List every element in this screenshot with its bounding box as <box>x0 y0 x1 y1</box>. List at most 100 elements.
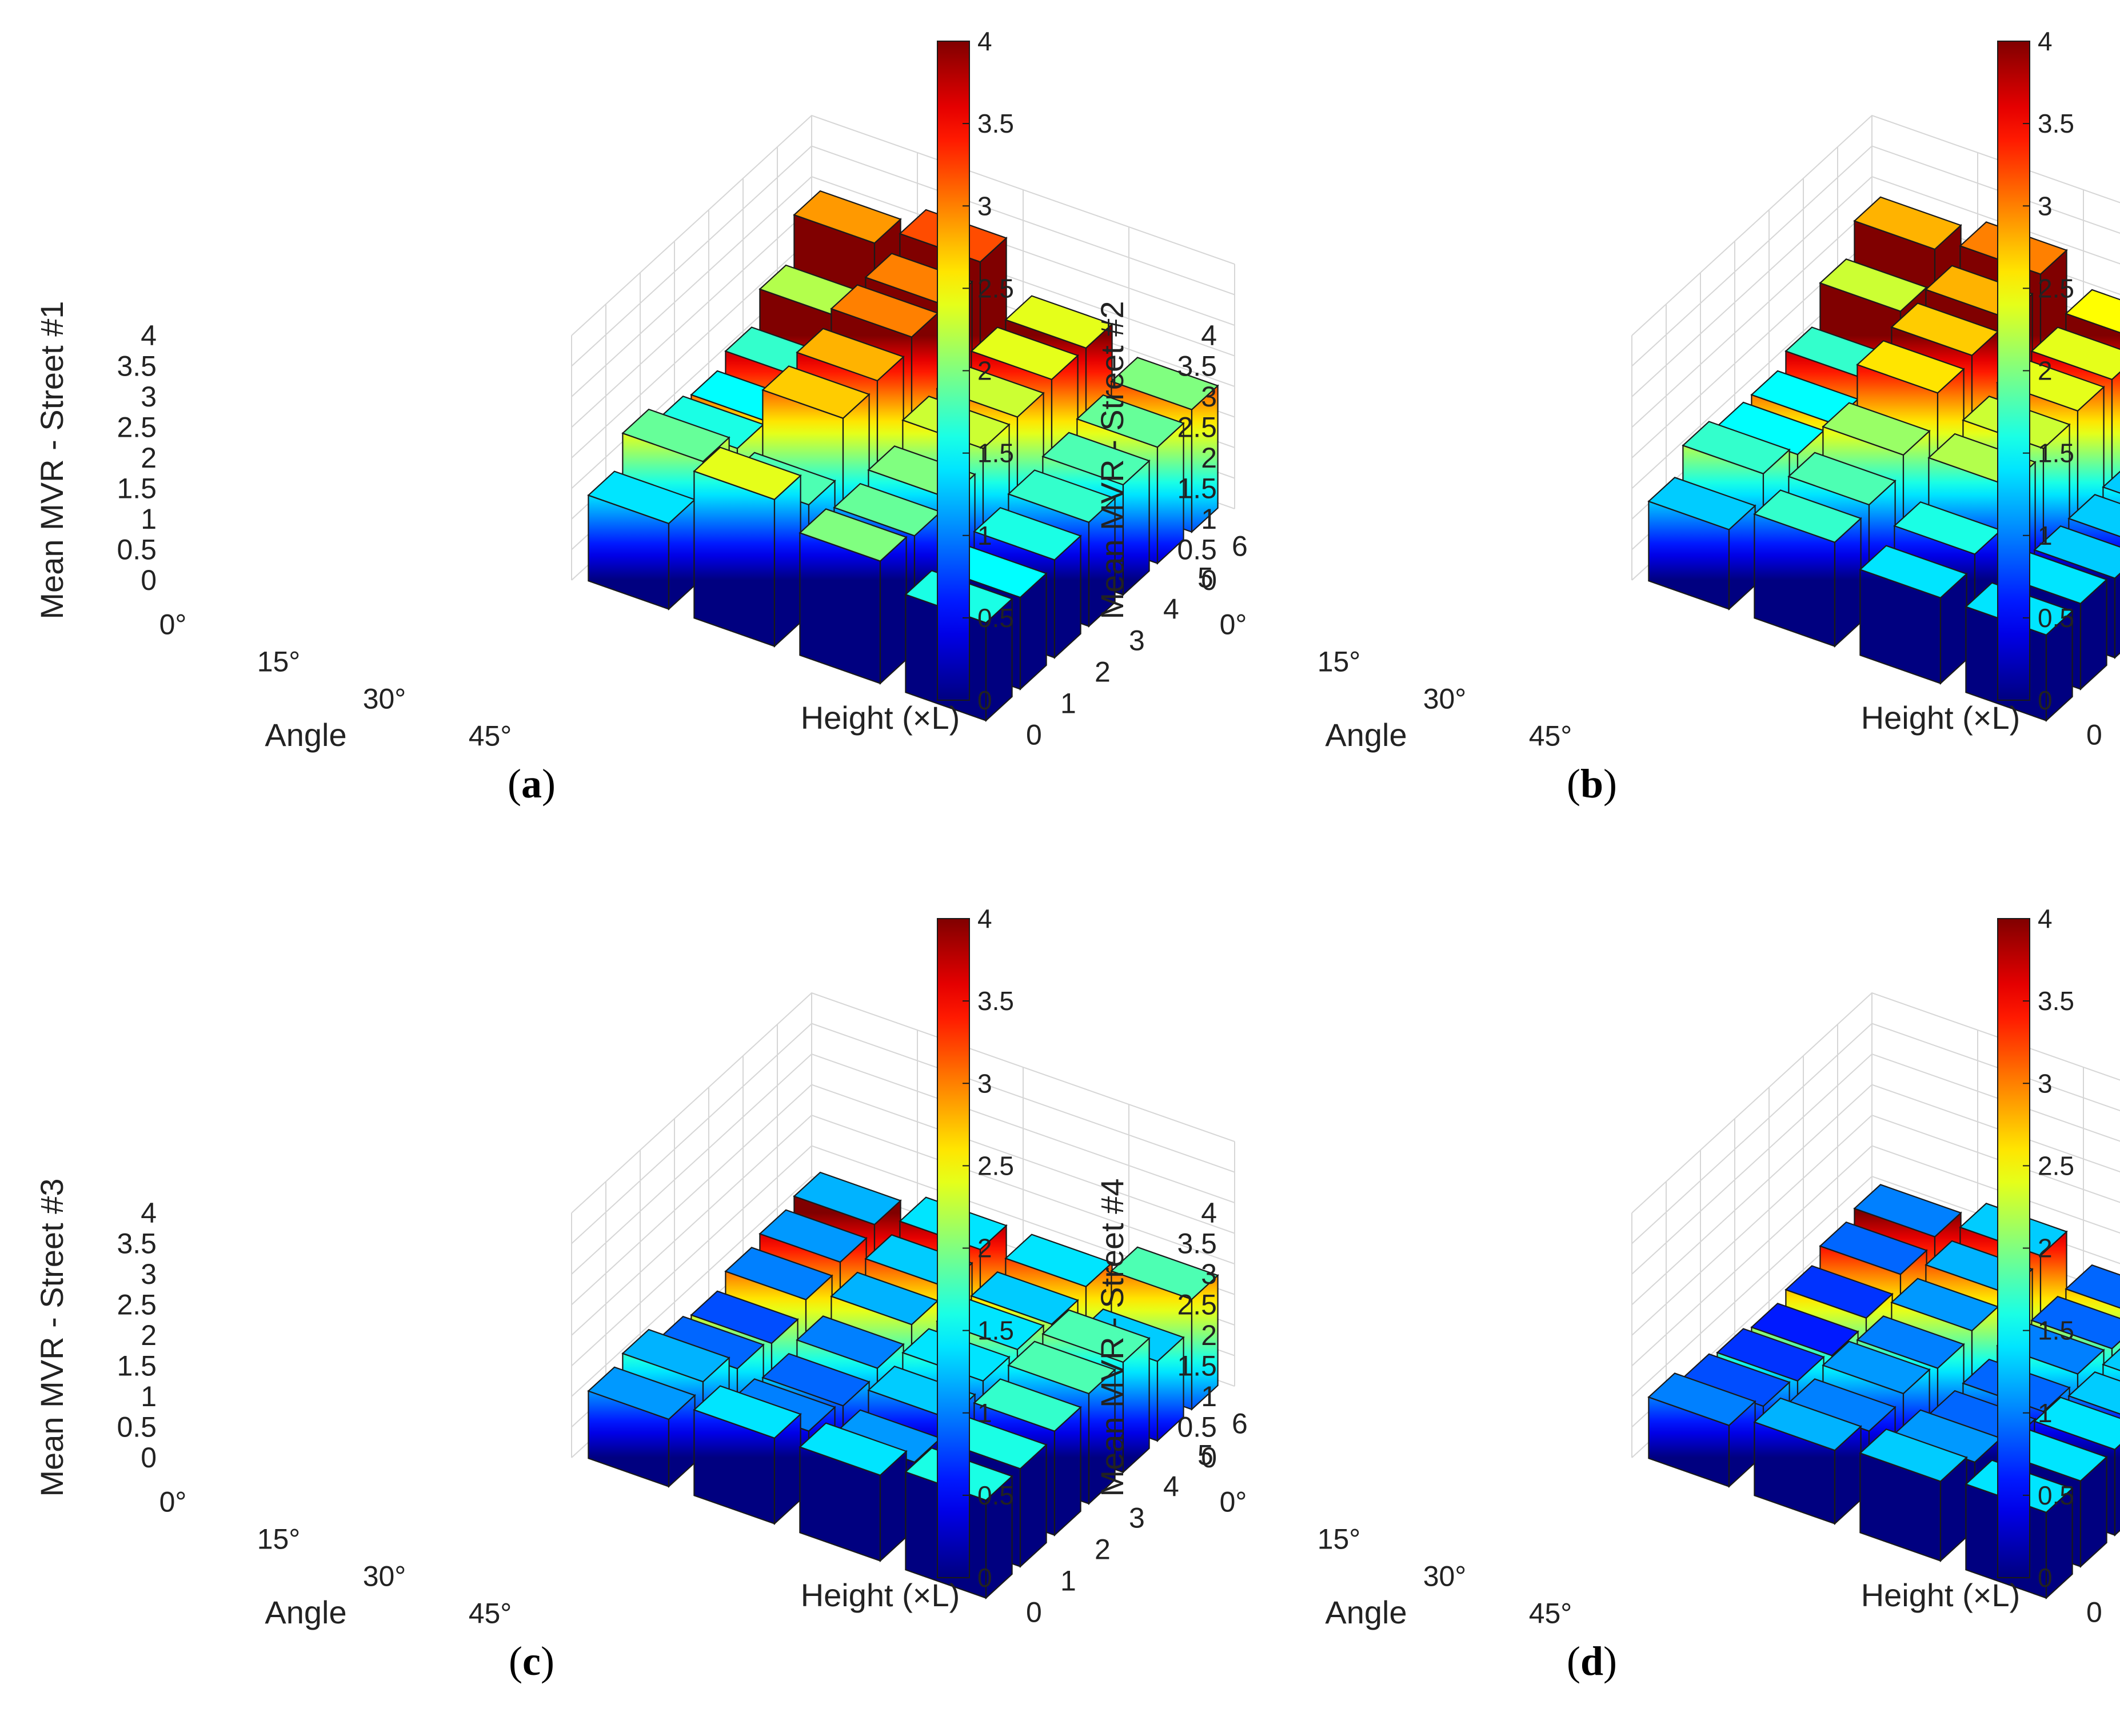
height-axis-label: Height (×L) <box>1861 1577 2021 1613</box>
bar-front-face <box>693 470 776 648</box>
z-tick-label: 3 <box>1201 381 1217 413</box>
bar-top-face <box>1822 402 1931 456</box>
bar <box>1859 1428 1968 1563</box>
colorbar-tick-label: 3.5 <box>2038 109 2074 138</box>
height-tick-label: 3 <box>1129 625 1145 657</box>
z-axis-label: Mean MVR - Street #2 <box>1094 301 1130 619</box>
colorbar-tick-label: 4 <box>2038 26 2053 56</box>
bar-top-face <box>621 1328 730 1383</box>
height-tick-label: 1 <box>1060 1565 1076 1597</box>
colorbar-tick-label: 0 <box>977 685 992 715</box>
colorbar-tick-label: 1 <box>2038 1398 2053 1428</box>
z-tick-label: 3.5 <box>117 350 157 382</box>
colorbar-tick-label: 2 <box>977 356 992 386</box>
bar-top-face <box>2067 494 2120 537</box>
panel-label: (d) <box>1567 1638 1617 1684</box>
bar-top-face <box>1853 1184 1962 1238</box>
bar <box>799 508 908 685</box>
bar-top-face <box>690 1290 799 1344</box>
bar-top-face <box>1004 295 1113 349</box>
bar-top-face <box>693 446 802 501</box>
colorbar-tick-label: 3.5 <box>977 109 1014 138</box>
height-tick-label: 0 <box>1026 719 1042 751</box>
z-tick-labels: 00.511.522.533.54 <box>1177 320 1217 596</box>
bar <box>693 446 802 648</box>
colorbar-tick-label: 2.5 <box>2038 273 2074 303</box>
z-tick-labels: 00.511.522.533.54 <box>117 320 157 596</box>
z-gridline <box>571 992 1235 1214</box>
angle-tick-label: 0° <box>1220 609 1247 641</box>
z-tick-label: 1 <box>1201 1380 1217 1412</box>
height-axis-label: Height (×L) <box>1861 700 2021 736</box>
height-tick-label: 2 <box>1095 1534 1111 1566</box>
z-tick-label: 0 <box>1201 564 1217 596</box>
z-tick-label: 3.5 <box>1177 1228 1217 1260</box>
bar-top-face <box>1819 258 1928 312</box>
bar-top-face <box>2030 326 2120 381</box>
colorbar-tick-label: 1.5 <box>977 438 1014 468</box>
bar-top-face <box>1819 1221 1928 1275</box>
colorbar-tick-label: 2 <box>2038 356 2053 386</box>
colorbar-tick-label: 2.5 <box>2038 1151 2074 1180</box>
colorbar-tick-label: 0 <box>977 1563 992 1593</box>
bar-top-face <box>587 1366 696 1420</box>
z-tick-label: 0.5 <box>117 534 157 566</box>
z-tick-label: 2 <box>141 1319 157 1351</box>
height-tick-label: 0 <box>1026 1597 1042 1629</box>
angle-tick-label: 45° <box>1529 720 1572 752</box>
angle-tick-labels: 0° 15° 30° 45° <box>159 609 512 752</box>
angle-tick-labels: 0° 15° 30° 45° <box>1220 609 1572 752</box>
angle-tick-label: 30° <box>1423 683 1467 715</box>
height-tick-label: 6 <box>1232 530 1248 562</box>
height-tick-label: 3 <box>1129 1502 1145 1534</box>
z-tick-label: 3 <box>141 1258 157 1290</box>
bar-top-face <box>761 365 871 419</box>
bar-top-face <box>693 1385 802 1439</box>
height-tick-label: 1 <box>1060 688 1076 720</box>
height-tick-label: 6 <box>1232 1408 1248 1440</box>
colorbar: 0 0.5 1 1.5 2 2.5 3 3.5 4 <box>1997 26 2074 715</box>
z-tick-label: 0 <box>1201 1442 1217 1474</box>
z-tick-label: 3 <box>141 381 157 413</box>
colorbar-tick-label: 4 <box>2038 904 2053 933</box>
colorbar-tick-label: 0.5 <box>977 1480 1014 1510</box>
bar-top-face <box>1041 1309 1151 1363</box>
bar-top-face <box>799 1422 908 1476</box>
bar-top-face <box>1110 1246 1219 1300</box>
bars <box>587 190 1219 723</box>
angle-axis-label: Angle <box>1325 717 1407 753</box>
height-axis-label: Height (×L) <box>801 700 960 736</box>
bar-side-face <box>2114 572 2120 660</box>
angle-tick-label: 0° <box>159 1486 187 1518</box>
bar <box>1859 545 1968 685</box>
bar-top-face <box>2065 1264 2120 1309</box>
z-tick-label: 1.5 <box>117 473 157 505</box>
z-axis-label: Mean MVR - Street #3 <box>34 1178 70 1496</box>
z-tick-label: 2.5 <box>117 1289 157 1321</box>
bar-top-face <box>724 1247 833 1300</box>
bar-top-face <box>2033 1396 2120 1451</box>
bar-top-face <box>1787 452 1897 506</box>
z-tick-label: 3 <box>1201 1258 1217 1290</box>
colorbar-tick-label: 4 <box>977 904 992 933</box>
bar-top-face <box>1822 1340 1931 1395</box>
bar-top-face <box>2033 525 2120 579</box>
bar <box>1647 1372 1756 1488</box>
bar-top-face <box>1856 1315 1965 1369</box>
angle-tick-label: 45° <box>469 720 512 752</box>
bar-top-face <box>1647 477 1756 530</box>
bar-top-face <box>1856 340 1965 394</box>
z-tick-label: 1 <box>1201 503 1217 535</box>
z-tick-label: 0.5 <box>1177 534 1217 566</box>
bar <box>693 1385 802 1526</box>
z-tick-label: 0 <box>141 1442 157 1474</box>
z-axis-label: Mean MVR - Street #1 <box>34 301 70 619</box>
bar-top-face <box>2067 1371 2120 1415</box>
angle-tick-label: 15° <box>1317 646 1361 678</box>
z-tick-label: 1.5 <box>1177 473 1217 505</box>
z-tick-label: 2.5 <box>117 412 157 444</box>
